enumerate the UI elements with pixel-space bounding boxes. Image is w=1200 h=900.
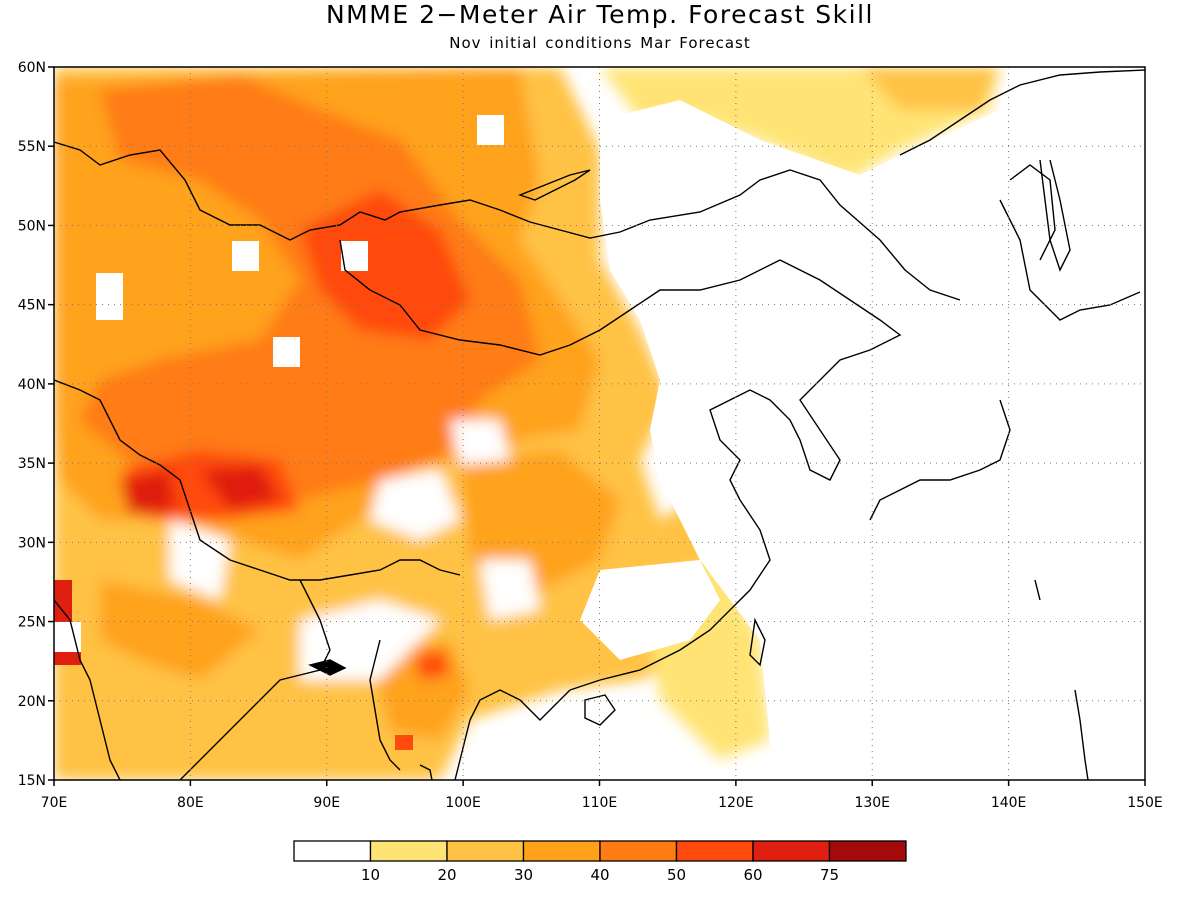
colorbar-swatch: [752, 840, 831, 862]
skill-area-40-50: [80, 75, 540, 500]
skill-area-north-30: [860, 67, 1000, 110]
colorbar-swatch: [675, 840, 754, 862]
colorbar-label: 30: [514, 866, 533, 884]
colorbar-label: 20: [437, 866, 456, 884]
colorbar-swatch: [599, 840, 678, 862]
colorbar-label: 10: [361, 866, 380, 884]
y-tick-label: 60N: [18, 60, 46, 76]
x-axis: 70E 80E 90E 100E 110E 120E 130E 140E 150E: [41, 780, 1163, 811]
y-tick-label: 50N: [18, 218, 46, 234]
x-tick-label: 80E: [177, 795, 204, 811]
x-tick-label: 130E: [854, 795, 890, 811]
x-tick-label: 140E: [991, 795, 1027, 811]
x-tick-label: 90E: [313, 795, 340, 811]
x-tick-label: 110E: [582, 795, 618, 811]
x-tick-label: 70E: [41, 795, 68, 811]
colorbar: 10 20 30 40 50 60 75: [293, 840, 907, 884]
y-tick-label: 25N: [18, 615, 46, 631]
colorbar-label: 50: [667, 866, 686, 884]
y-axis: 15N 20N 25N 30N 35N 40N 45N 50N 55N 60N: [18, 60, 54, 789]
skill-area-india-30-40: [100, 580, 260, 680]
colorbar-swatch: [369, 840, 448, 862]
masked-cell: [273, 337, 300, 367]
x-tick-label: 100E: [445, 795, 481, 811]
high-skill-cell: [54, 580, 72, 622]
y-tick-label: 35N: [18, 456, 46, 472]
skill-field: [54, 67, 1145, 780]
high-skill-cell: [395, 735, 413, 750]
x-tick-label: 150E: [1127, 795, 1163, 811]
y-tick-label: 45N: [18, 298, 46, 314]
low-skill-area-india: [170, 520, 230, 600]
colorbar-swatch: [293, 840, 372, 862]
masked-cell: [96, 273, 123, 320]
low-skill-area-qinghai: [450, 420, 510, 465]
masked-cell: [232, 241, 259, 271]
low-skill-area-central: [370, 470, 460, 540]
low-skill-area-sc: [480, 560, 540, 620]
colorbar-swatch: [828, 840, 907, 862]
y-tick-label: 40N: [18, 377, 46, 393]
chart-title: NMME 2−Meter Air Temp. Forecast Skill: [325, 0, 874, 29]
colorbar-swatch: [446, 840, 525, 862]
x-tick-label: 120E: [718, 795, 754, 811]
y-tick-label: 55N: [18, 139, 46, 155]
skill-area-60-75-kashmir: [120, 470, 175, 515]
coastlines-borders: [54, 69, 1145, 780]
y-tick-label: 30N: [18, 535, 46, 551]
chart-subtitle: Nov initial conditions Mar Forecast: [449, 34, 751, 52]
low-skill-area-bengal: [300, 600, 440, 680]
high-skill-cell: [54, 652, 81, 665]
skill-area-myanmar-50: [415, 650, 450, 680]
masked-cell: [341, 241, 368, 271]
low-skill-area-east-se: [580, 560, 720, 660]
colorbar-swatch: [522, 840, 601, 862]
skill-area-60-75: [200, 465, 280, 510]
y-tick-label: 15N: [18, 773, 46, 789]
y-tick-label: 20N: [18, 694, 46, 710]
masked-cell: [477, 115, 504, 145]
colorbar-label: 75: [820, 866, 839, 884]
skill-area-60-75-mongolia: [400, 285, 445, 325]
gridlines: [54, 67, 1145, 780]
colorbar-label: 40: [590, 866, 609, 884]
colorbar-label: 60: [743, 866, 762, 884]
